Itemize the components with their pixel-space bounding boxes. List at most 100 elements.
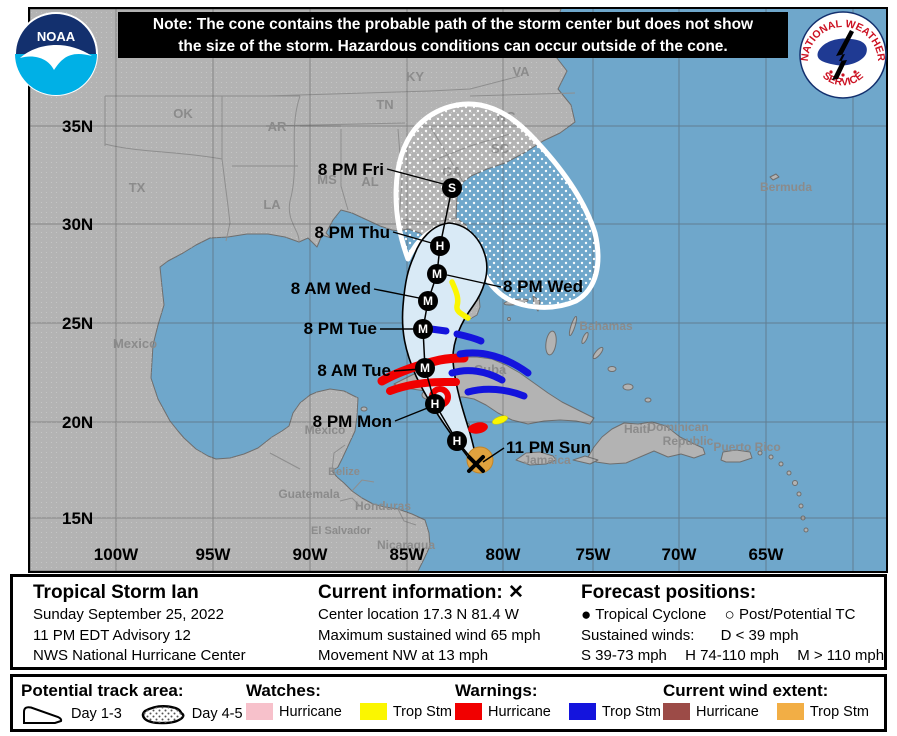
leader-line (373, 288, 425, 300)
hurricane-extent-label: Hurricane (696, 703, 759, 720)
legend-watches: Watches: Hurricane Trop Stm (246, 681, 452, 720)
track-point-m (418, 291, 438, 311)
track-point-m (413, 319, 433, 339)
note-line2: the size of the storm. Hazardous conditi… (178, 38, 728, 55)
track-point-h (425, 394, 445, 414)
map-label: Mexico (305, 423, 346, 437)
map-label: Honduras (355, 499, 411, 513)
map-label: AL (361, 174, 378, 189)
forecast-positions-title: Forecast positions: (581, 582, 757, 603)
forecast-map: KYVATNNCSCGAALMSAROKTXLAFLMexicoMexicoBe… (28, 7, 888, 573)
map-label: M (423, 294, 433, 308)
legend-wind-extent: Current wind extent: Hurricane Trop Stm (663, 681, 869, 720)
hurricane-extent-swatch (663, 703, 690, 720)
map-label: 8 AM Tue (317, 361, 391, 380)
legend-track-area: Potential track area: Day 1-3 Day 4-5 (21, 681, 243, 725)
day4-5-cone-icon (141, 705, 185, 725)
map-label: Bermuda (760, 180, 812, 194)
map-label: El Salvador (311, 525, 372, 537)
current-position-x-symbol: ✕ (508, 582, 524, 603)
current-information: Current information: ✕ Center location 1… (318, 582, 541, 667)
map-label: M (418, 322, 428, 336)
cone-day1-3 (401, 222, 488, 469)
map-label: S (448, 181, 456, 195)
watches-header: Watches: (246, 681, 321, 700)
noaa-logo-text: NOAA (37, 29, 76, 44)
hurricane-warning-swatch (455, 703, 482, 720)
ts-warning-label: Trop Stm (601, 703, 661, 720)
storm-title: Tropical Storm Ian (33, 582, 199, 603)
map-label: Dominican (647, 420, 708, 434)
track-point-m (415, 358, 435, 378)
movement: Movement NW at 13 mph (318, 647, 489, 664)
nws-logo: NATIONAL WEATHER SERVICE (799, 11, 887, 99)
map-label: Jamaica (523, 453, 571, 467)
track-time-labels: 8 PM Fri 8 PM Thu 8 AM Wed 8 PM Wed 8 PM Tue… (291, 160, 591, 457)
map-label: 8 PM Fri (318, 160, 384, 179)
hurricane-watch-label: Hurricane (279, 703, 342, 720)
wind-extent-header: Current wind extent: (663, 681, 829, 700)
map-label: 85W (390, 545, 426, 564)
map-label: Republic (663, 434, 714, 448)
current-position-x (467, 455, 485, 473)
map-label: KY (406, 69, 424, 84)
map-label: Mexico (113, 336, 157, 351)
map-label: 30N (62, 215, 93, 234)
day4-5-label: Day 4-5 (191, 706, 243, 722)
hurricane-watch-swatch (246, 703, 273, 720)
map-label: 100W (94, 545, 139, 564)
leader-lines (373, 168, 505, 463)
map-label: M (420, 361, 430, 375)
noaa-logo: NOAA (14, 12, 98, 96)
map-label: 65W (749, 545, 785, 564)
map-label: 35N (62, 117, 93, 136)
wind-scale-key: S 39-73 mph H 74-110 mph M > 110 mph (581, 647, 885, 664)
leader-line (446, 274, 502, 288)
map-label: H (436, 239, 445, 253)
map-label: MS (317, 172, 337, 187)
ts-extent-swatch (776, 703, 804, 720)
advisory-number: 11 PM EDT Advisory 12 (33, 626, 191, 644)
map-label: 25N (62, 314, 93, 333)
map-label: 20N (62, 413, 93, 432)
map-label: Guatemala (278, 487, 340, 501)
current-info-title: Current information: ✕ (318, 582, 524, 603)
track-point-h (430, 236, 450, 256)
ts-extent-label: Trop Stm (809, 703, 869, 720)
map-label: VA (512, 64, 530, 79)
map-label: 8 PM Tue (304, 319, 377, 338)
map-label: OK (173, 106, 193, 121)
open-circle-icon: ○ (724, 605, 735, 624)
storm-info-panel: Tropical Storm Ian Sunday September 25, … (10, 574, 887, 670)
map-label: 8 PM Wed (503, 277, 583, 296)
center-location: Center location 17.3 N 81.4 W (318, 606, 519, 623)
map-label: Belize (328, 466, 360, 478)
leader-line (394, 406, 431, 422)
hurricane-warning-blob (468, 422, 488, 434)
map-label: H (431, 397, 440, 411)
legend-warnings: Warnings: Hurricane Trop Stm (455, 681, 661, 720)
map-label: AR (268, 119, 287, 134)
map-label: Nicaragua (377, 538, 435, 552)
map-label: Haiti (624, 422, 650, 436)
ts-watch-segments (449, 279, 471, 321)
ts-warning-swatch (568, 703, 596, 720)
map-label: 8 PM Mon (313, 412, 392, 431)
map-label: 15N (62, 509, 93, 528)
track-point-m (427, 264, 447, 284)
ts-watch-swatch (359, 703, 387, 720)
map-label: 8 AM Wed (291, 279, 371, 298)
warnings-header: Warnings: (455, 681, 538, 700)
hurricane-warning-label: Hurricane (488, 703, 551, 720)
note-line1: Note: The cone contains the probable pat… (152, 16, 754, 33)
map-label: 8 PM Thu (314, 223, 390, 242)
map-label: LA (263, 197, 281, 212)
leader-line (392, 231, 436, 245)
issuing-office: NWS National Hurricane Center (33, 647, 246, 664)
track-point-h (447, 431, 467, 451)
day1-3-cone-icon (23, 706, 63, 724)
sustained-winds-key: Sustained winds: D < 39 mph (581, 626, 799, 644)
map-label: H (453, 434, 462, 448)
map-label: 11 PM Sun (506, 438, 591, 457)
map-label: TN (376, 97, 393, 112)
